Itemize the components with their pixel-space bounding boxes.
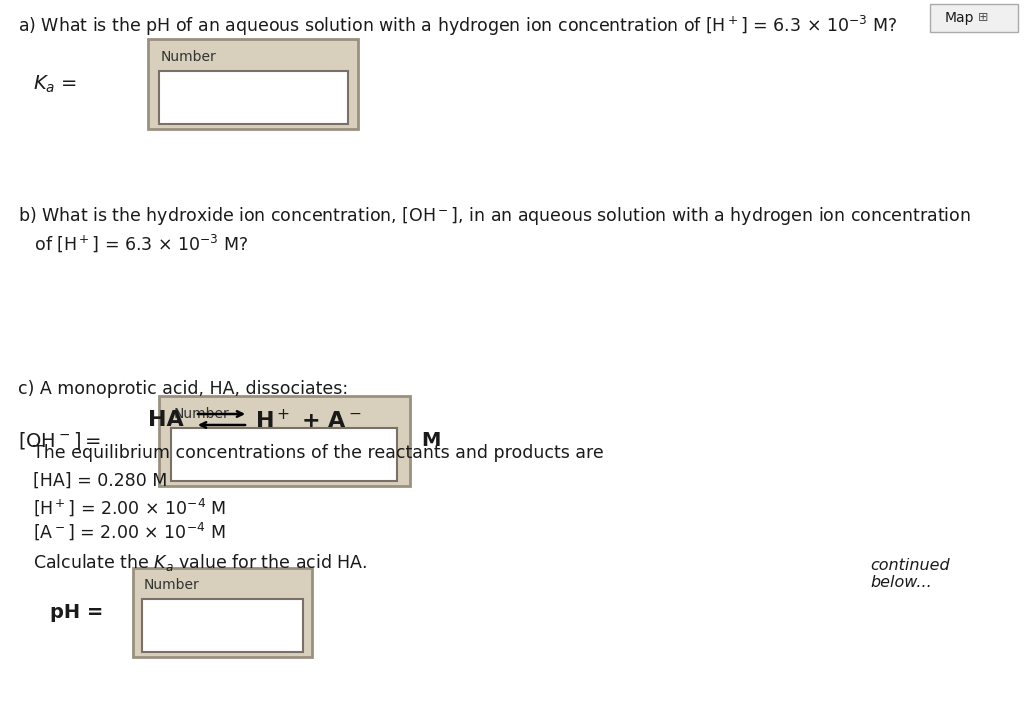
Text: Number: Number bbox=[161, 50, 217, 64]
Text: $\left[\mathrm{OH}^-\right]=$: $\left[\mathrm{OH}^-\right]=$ bbox=[18, 431, 101, 451]
Text: ⊞: ⊞ bbox=[978, 11, 988, 24]
Text: $K_a$ =: $K_a$ = bbox=[33, 74, 77, 94]
Text: c) A monoprotic acid, HA, dissociates:: c) A monoprotic acid, HA, dissociates: bbox=[18, 380, 348, 398]
Bar bbox=[159, 396, 410, 486]
Text: Number: Number bbox=[144, 578, 200, 593]
Text: of [H$^+$] = 6.3 × 10$^{-3}$ M?: of [H$^+$] = 6.3 × 10$^{-3}$ M? bbox=[18, 232, 249, 253]
Text: Calculate the $K_a$ value for the acid HA.: Calculate the $K_a$ value for the acid H… bbox=[33, 552, 368, 573]
Text: H$^+$ + A$^-$: H$^+$ + A$^-$ bbox=[255, 408, 361, 432]
Bar bbox=[142, 599, 303, 653]
Text: HA: HA bbox=[148, 410, 183, 430]
Bar bbox=[159, 71, 348, 124]
Text: The equilibrium concentrations of the reactants and products are: The equilibrium concentrations of the re… bbox=[33, 444, 604, 462]
Text: [H$^+$] = 2.00 × 10$^{-4}$ M: [H$^+$] = 2.00 × 10$^{-4}$ M bbox=[33, 496, 226, 518]
Text: pH =: pH = bbox=[50, 603, 103, 622]
Text: Number: Number bbox=[173, 407, 229, 421]
Bar bbox=[133, 568, 312, 657]
Text: b) What is the hydroxide ion concentration, [OH$^-$], in an aqueous solution wit: b) What is the hydroxide ion concentrati… bbox=[18, 205, 971, 227]
Text: a) What is the pH of an aqueous solution with a hydrogen ion concentration of [H: a) What is the pH of an aqueous solution… bbox=[18, 14, 897, 38]
Text: [HA] = 0.280 M: [HA] = 0.280 M bbox=[33, 472, 167, 490]
Bar bbox=[930, 4, 1018, 32]
Text: continued
below...: continued below... bbox=[870, 558, 949, 590]
Bar bbox=[148, 39, 358, 129]
Bar bbox=[171, 428, 397, 481]
Text: Map: Map bbox=[945, 11, 975, 25]
Text: [A$^-$] = 2.00 × 10$^{-4}$ M: [A$^-$] = 2.00 × 10$^{-4}$ M bbox=[33, 520, 225, 542]
Text: M: M bbox=[422, 431, 441, 451]
